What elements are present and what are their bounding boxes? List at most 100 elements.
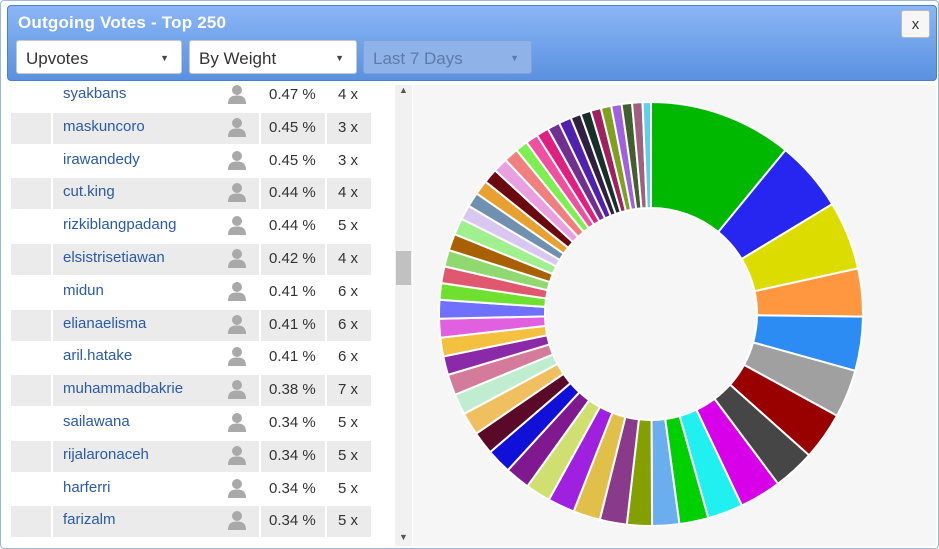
donut-slice[interactable]	[641, 100, 652, 210]
vote-type-dropdown[interactable]: Upvotes ▼	[16, 40, 182, 74]
user-avatar-icon	[228, 216, 246, 236]
column-divider	[325, 112, 327, 144]
list-item[interactable]: irawandedy 0.45 % 3 x	[11, 145, 371, 177]
column-divider	[259, 309, 261, 341]
column-divider	[325, 85, 327, 111]
column-divider	[51, 85, 53, 111]
vote-weight-percent: 0.41 %	[269, 348, 316, 366]
column-divider	[259, 375, 261, 407]
column-divider	[51, 440, 53, 472]
vote-weight-percent: 0.44 %	[269, 184, 316, 202]
scroll-up-arrow-icon[interactable]: ▲	[399, 85, 408, 95]
voter-name-link[interactable]: midun	[63, 281, 104, 299]
vote-count: 4 x	[338, 184, 359, 202]
user-avatar-icon	[228, 117, 246, 137]
voter-name-link[interactable]: sailawana	[63, 413, 130, 430]
voter-name-link[interactable]: elsistrisetiawan	[63, 249, 165, 266]
voter-name-link[interactable]: harferri	[63, 478, 111, 496]
column-divider	[325, 145, 327, 177]
column-divider	[51, 145, 53, 177]
column-divider	[51, 506, 53, 538]
list-item[interactable]: syakbans 0.47 % 4 x	[11, 85, 371, 111]
column-divider	[259, 408, 261, 439]
column-divider	[51, 342, 53, 374]
list-scrollbar[interactable]: ▲ ▼	[395, 85, 412, 546]
voter-name-link[interactable]: rizkiblangpadang	[63, 216, 177, 234]
vote-count: 5 x	[338, 512, 359, 530]
column-divider	[325, 440, 327, 472]
voter-name-link[interactable]: rijalaronaceh	[63, 445, 149, 463]
column-divider	[51, 244, 53, 275]
vote-count: 4 x	[338, 86, 359, 103]
vote-count: 5 x	[338, 479, 359, 497]
column-divider	[51, 309, 53, 341]
caret-down-icon: ▼	[335, 53, 344, 63]
list-item[interactable]: elianaelisma 0.41 % 6 x	[11, 309, 371, 341]
vote-weight-percent: 0.34 %	[269, 446, 316, 464]
column-divider	[325, 244, 327, 275]
list-item[interactable]: farizalm 0.34 % 5 x	[11, 506, 371, 538]
list-item[interactable]: cut.king 0.44 % 4 x	[11, 178, 371, 210]
vote-weight-percent: 0.42 %	[269, 250, 316, 267]
sort-dropdown[interactable]: By Weight ▼	[189, 40, 357, 74]
close-button[interactable]: x	[901, 10, 930, 38]
voter-name-link[interactable]: maskuncoro	[63, 117, 145, 135]
vote-weight-percent: 0.38 %	[269, 381, 316, 399]
column-divider	[259, 506, 261, 538]
user-avatar-icon	[228, 445, 246, 465]
voter-name-link[interactable]: irawandedy	[63, 150, 140, 168]
voter-name-link[interactable]: farizalm	[63, 511, 116, 529]
list-item[interactable]: sailawana 0.34 % 5 x	[11, 408, 371, 439]
vote-count: 3 x	[338, 118, 359, 136]
user-avatar-icon	[228, 85, 246, 104]
dialog-header: Outgoing Votes - Top 250 x Upvotes ▼ By …	[7, 5, 937, 81]
voter-name-link[interactable]: elianaelisma	[63, 314, 147, 332]
user-avatar-icon	[228, 249, 246, 268]
column-divider	[325, 276, 327, 308]
vote-weight-percent: 0.45 %	[269, 151, 316, 169]
user-avatar-icon	[228, 347, 246, 367]
column-divider	[259, 112, 261, 144]
column-divider	[325, 506, 327, 538]
period-value: Last 7 Days	[373, 49, 463, 68]
vote-weight-percent: 0.34 %	[269, 512, 316, 530]
column-divider	[259, 85, 261, 111]
caret-down-icon: ▼	[510, 53, 519, 63]
column-divider	[259, 178, 261, 210]
user-avatar-icon	[228, 478, 246, 498]
scroll-thumb[interactable]	[396, 251, 411, 285]
column-divider	[259, 145, 261, 177]
voter-name-link[interactable]: muhammadbakrie	[63, 380, 184, 398]
user-avatar-icon	[228, 511, 246, 531]
column-divider	[51, 112, 53, 144]
list-item[interactable]: maskuncoro 0.45 % 3 x	[11, 112, 371, 144]
column-divider	[325, 309, 327, 341]
column-divider	[51, 375, 53, 407]
user-avatar-icon	[228, 183, 246, 203]
column-divider	[51, 211, 53, 243]
column-divider	[51, 178, 53, 210]
list-item[interactable]: rijalaronaceh 0.34 % 5 x	[11, 440, 371, 472]
vote-count: 4 x	[338, 250, 359, 267]
column-divider	[259, 244, 261, 275]
column-divider	[325, 178, 327, 210]
vote-count: 5 x	[338, 217, 359, 235]
list-item[interactable]: harferri 0.34 % 5 x	[11, 473, 371, 505]
list-item[interactable]: muhammadbakrie 0.38 % 7 x	[11, 375, 371, 407]
user-avatar-icon	[228, 150, 246, 170]
vote-weight-percent: 0.34 %	[269, 414, 316, 431]
list-item[interactable]: elsistrisetiawan 0.42 % 4 x	[11, 244, 371, 275]
column-divider	[51, 408, 53, 439]
list-item[interactable]: aril.hatake 0.41 % 6 x	[11, 342, 371, 374]
voter-name-link[interactable]: cut.king	[63, 183, 115, 201]
list-item[interactable]: midun 0.41 % 6 x	[11, 276, 371, 308]
sort-value: By Weight	[199, 49, 277, 68]
list-item[interactable]: rizkiblangpadang 0.44 % 5 x	[11, 211, 371, 243]
dialog-title: Outgoing Votes - Top 250	[18, 13, 227, 32]
voter-name-link[interactable]: aril.hatake	[63, 347, 133, 365]
column-divider	[325, 342, 327, 374]
vote-count: 6 x	[338, 348, 359, 366]
vote-weight-percent: 0.45 %	[269, 118, 316, 136]
scroll-down-arrow-icon[interactable]: ▼	[399, 532, 408, 542]
voter-name-link[interactable]: syakbans	[63, 85, 127, 102]
